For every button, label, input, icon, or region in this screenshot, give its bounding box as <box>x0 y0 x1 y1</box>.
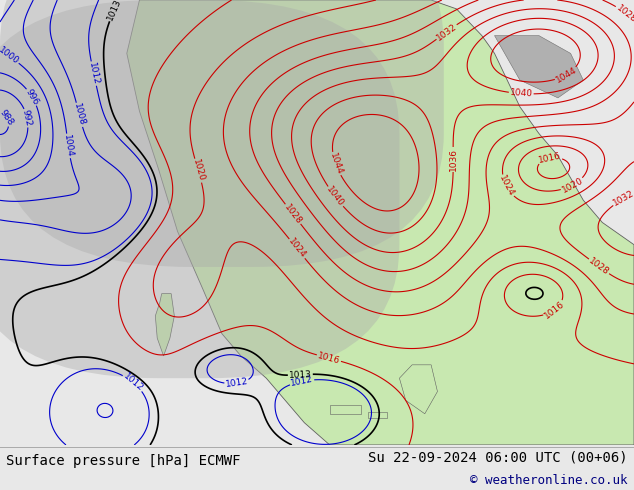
Text: 1012: 1012 <box>290 375 314 388</box>
Polygon shape <box>495 36 583 98</box>
Text: 1032: 1032 <box>434 22 458 42</box>
Polygon shape <box>330 405 361 414</box>
Text: 1016: 1016 <box>543 299 566 320</box>
Text: 988: 988 <box>0 108 15 127</box>
Text: 1040: 1040 <box>325 185 346 208</box>
Polygon shape <box>368 412 387 418</box>
Text: 1012: 1012 <box>87 61 101 86</box>
Text: 1000: 1000 <box>0 45 20 66</box>
Text: 1012: 1012 <box>225 377 249 390</box>
Text: 1044: 1044 <box>554 65 578 84</box>
Text: Su 22-09-2024 06:00 UTC (00+06): Su 22-09-2024 06:00 UTC (00+06) <box>368 450 628 465</box>
Text: 1028: 1028 <box>614 3 634 24</box>
Text: 1032: 1032 <box>611 189 634 208</box>
Text: 1013: 1013 <box>288 369 312 380</box>
Text: 1020: 1020 <box>560 176 585 195</box>
Text: Surface pressure [hPa] ECMWF: Surface pressure [hPa] ECMWF <box>6 454 241 467</box>
Text: 1036: 1036 <box>449 148 458 171</box>
Text: 1040: 1040 <box>510 88 533 99</box>
Text: © weatheronline.co.uk: © weatheronline.co.uk <box>470 473 628 487</box>
Text: 1028: 1028 <box>587 256 611 277</box>
Text: 1028: 1028 <box>282 202 304 226</box>
Polygon shape <box>155 294 174 356</box>
Polygon shape <box>127 0 634 445</box>
FancyBboxPatch shape <box>0 0 444 267</box>
Text: 1016: 1016 <box>316 351 341 366</box>
Text: 1024: 1024 <box>287 237 307 260</box>
Text: 1016: 1016 <box>538 151 562 165</box>
Text: 1020: 1020 <box>191 158 205 183</box>
Text: 1024: 1024 <box>497 174 515 198</box>
Text: 996: 996 <box>24 87 41 107</box>
Polygon shape <box>399 365 437 414</box>
Text: 1013: 1013 <box>106 0 123 22</box>
Text: 1004: 1004 <box>62 134 74 158</box>
Text: 1012: 1012 <box>121 372 145 393</box>
Text: 992: 992 <box>21 109 33 127</box>
Text: 1044: 1044 <box>328 152 344 176</box>
FancyBboxPatch shape <box>0 0 399 378</box>
Text: 1008: 1008 <box>72 102 87 127</box>
